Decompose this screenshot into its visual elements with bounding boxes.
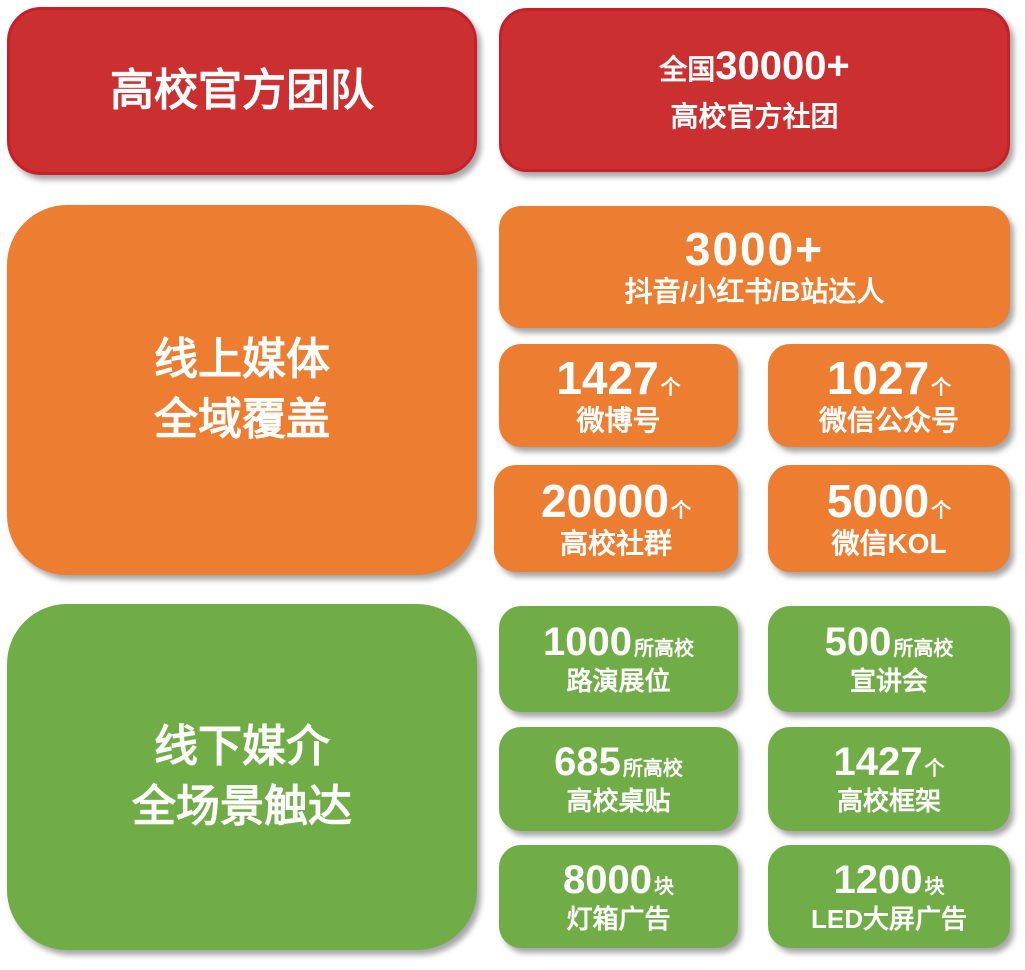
stat-label: 高校桌贴 (566, 786, 671, 816)
team-stat-value: 30000+ (715, 43, 850, 88)
stat-unit: 个 (924, 758, 945, 780)
stat-unit: 个 (931, 499, 952, 522)
offline-stat-card: 1000 所高校 路演展位 (499, 606, 738, 712)
stat-unit: 块 (653, 875, 674, 898)
online-stat-card: 1427 个 微博号 (499, 344, 738, 447)
stat-unit: 所高校 (622, 758, 683, 780)
stat-value: 500 (824, 620, 892, 664)
stat-value: 685 (554, 740, 621, 784)
stat-value: 1000 (543, 620, 632, 664)
team-title-box: 高校官方团队 (7, 7, 477, 175)
stat-unit: 所高校 (633, 638, 694, 660)
stat-label: 高校社群 (559, 527, 672, 559)
team-stat-box: 全国30000+ 高校官方社团 (499, 8, 1010, 172)
online-title-box: 线上媒体 全域覆盖 (7, 205, 477, 575)
offline-stat-card: 1427 个 高校框架 (768, 727, 1010, 831)
online-title-line2: 全域覆盖 (154, 395, 330, 444)
stat-value: 20000 (541, 474, 669, 527)
online-stat-card: 1027 个 微信公众号 (768, 344, 1010, 447)
online-headline-value: 3000+ (684, 223, 825, 275)
offline-stat-card: 8000 块 灯箱广告 (499, 845, 738, 948)
stat-unit: 个 (931, 376, 952, 399)
stat-label: 宣讲会 (849, 666, 928, 696)
stat-label: 微博号 (576, 404, 661, 436)
online-headline-label: 抖音/小红书/B站达人 (624, 276, 885, 307)
stat-value: 1427 (556, 351, 659, 404)
offline-stat-card: 685 所高校 高校桌贴 (499, 727, 738, 831)
offline-title-line2: 全场景触达 (132, 782, 352, 831)
team-stat-line: 全国30000+ (659, 44, 850, 97)
stat-label: LED大屏广告 (810, 903, 967, 934)
stat-unit: 所高校 (893, 638, 954, 660)
stat-label: 微信KOL (831, 527, 947, 559)
team-title: 高校官方团队 (110, 66, 374, 115)
stat-unit: 个 (660, 376, 681, 399)
team-stat-label: 高校官方社团 (670, 100, 839, 132)
team-stat-prefix: 全国 (659, 53, 716, 85)
stat-value: 5000 (826, 474, 930, 527)
stat-unit: 块 (924, 875, 945, 898)
online-stat-card: 20000 个 高校社群 (494, 465, 738, 572)
stat-label: 微信公众号 (818, 404, 959, 436)
offline-stat-card: 1200 块 LED大屏广告 (768, 845, 1010, 948)
stat-label: 路演展位 (566, 666, 671, 696)
stat-label: 高校框架 (836, 786, 941, 816)
stat-label: 灯箱广告 (566, 903, 671, 934)
stat-value: 1427 (833, 740, 923, 784)
stat-value: 1200 (833, 857, 923, 902)
online-stat-card: 5000 个 微信KOL (768, 465, 1010, 572)
offline-stat-card: 500 所高校 宣讲会 (768, 606, 1010, 712)
offline-title-line1: 线下媒介 (154, 722, 330, 771)
online-title-line1: 线上媒体 (154, 335, 330, 384)
stat-value: 8000 (563, 857, 652, 902)
offline-title-box: 线下媒介 全场景触达 (7, 604, 477, 950)
stat-value: 1027 (826, 351, 930, 404)
stat-unit: 个 (670, 499, 691, 522)
online-headline-box: 3000+ 抖音/小红书/B站达人 (499, 206, 1010, 328)
